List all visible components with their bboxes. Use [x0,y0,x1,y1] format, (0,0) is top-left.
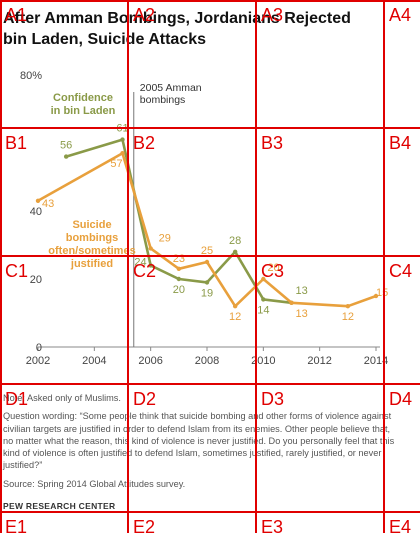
data-label: 14 [257,304,269,316]
data-point [176,266,182,271]
notes-block: Note: Asked only of Muslims. Question wo… [3,392,395,496]
data-point [120,137,125,142]
note-text: Note: Asked only of Muslims. [3,393,121,403]
data-label: 23 [173,253,185,265]
series-name-label: often/sometimes [48,245,135,257]
data-point [204,280,210,285]
x-tick-label: 2002 [26,355,50,367]
data-label: 29 [159,232,171,244]
y-tick-label: 0 [36,342,42,354]
data-point [148,246,153,251]
annotation-label: 2005 Amman [140,82,202,94]
data-label: 13 [296,308,308,320]
annotation-label: bombings [140,94,186,106]
series-line [37,151,377,308]
series-name-label: Suicide [72,219,111,231]
data-label: 12 [342,311,354,323]
data-point [289,300,294,305]
data-point [232,249,238,254]
data-label: 20 [267,262,279,274]
data-label: 13 [296,285,308,297]
series-name-label: in bin Laden [51,105,116,117]
question-wording: Question wording: “Some people think tha… [3,411,395,471]
source-text: Source: Spring 2014 Global Attitudes sur… [3,478,186,489]
data-label: 25 [201,245,213,257]
data-label: 43 [42,198,54,210]
data-label: 15 [376,287,388,299]
data-point [204,259,210,265]
y-tick-label: 20 [30,274,42,286]
data-point [261,276,266,282]
data-point [148,263,153,268]
data-point [373,293,379,299]
data-point [176,276,182,282]
chart-title: After Amman Bombings, Jordanians Rejecte… [3,10,351,48]
data-point [345,304,351,309]
data-point [261,297,266,302]
pew-credit: PEW RESEARCH CENTER [3,501,116,511]
data-label: 61 [116,123,128,135]
data-point [232,304,238,309]
series-name-label: bombings [66,232,119,244]
x-tick-label: 2012 [307,355,331,367]
x-tick-label: 2008 [195,355,219,367]
data-label: 19 [201,287,213,299]
x-tick-label: 2014 [364,355,388,367]
data-label: 56 [60,140,72,152]
data-point [120,151,125,156]
data-label: 28 [229,235,241,247]
data-point [35,198,41,203]
data-label: 12 [229,311,241,323]
y-tick-label: 40 [30,206,42,218]
x-tick-label: 2006 [138,355,162,367]
x-tick-label: 2004 [82,355,106,367]
series-name-label: justified [70,258,113,270]
series-name-label: Confidence [53,92,113,104]
x-tick-label: 2010 [251,355,275,367]
y-tick-label: 80% [20,70,42,82]
data-label: 57 [110,158,122,170]
data-label: 24 [134,256,146,268]
data-point [63,154,69,159]
data-label: 20 [173,284,185,296]
